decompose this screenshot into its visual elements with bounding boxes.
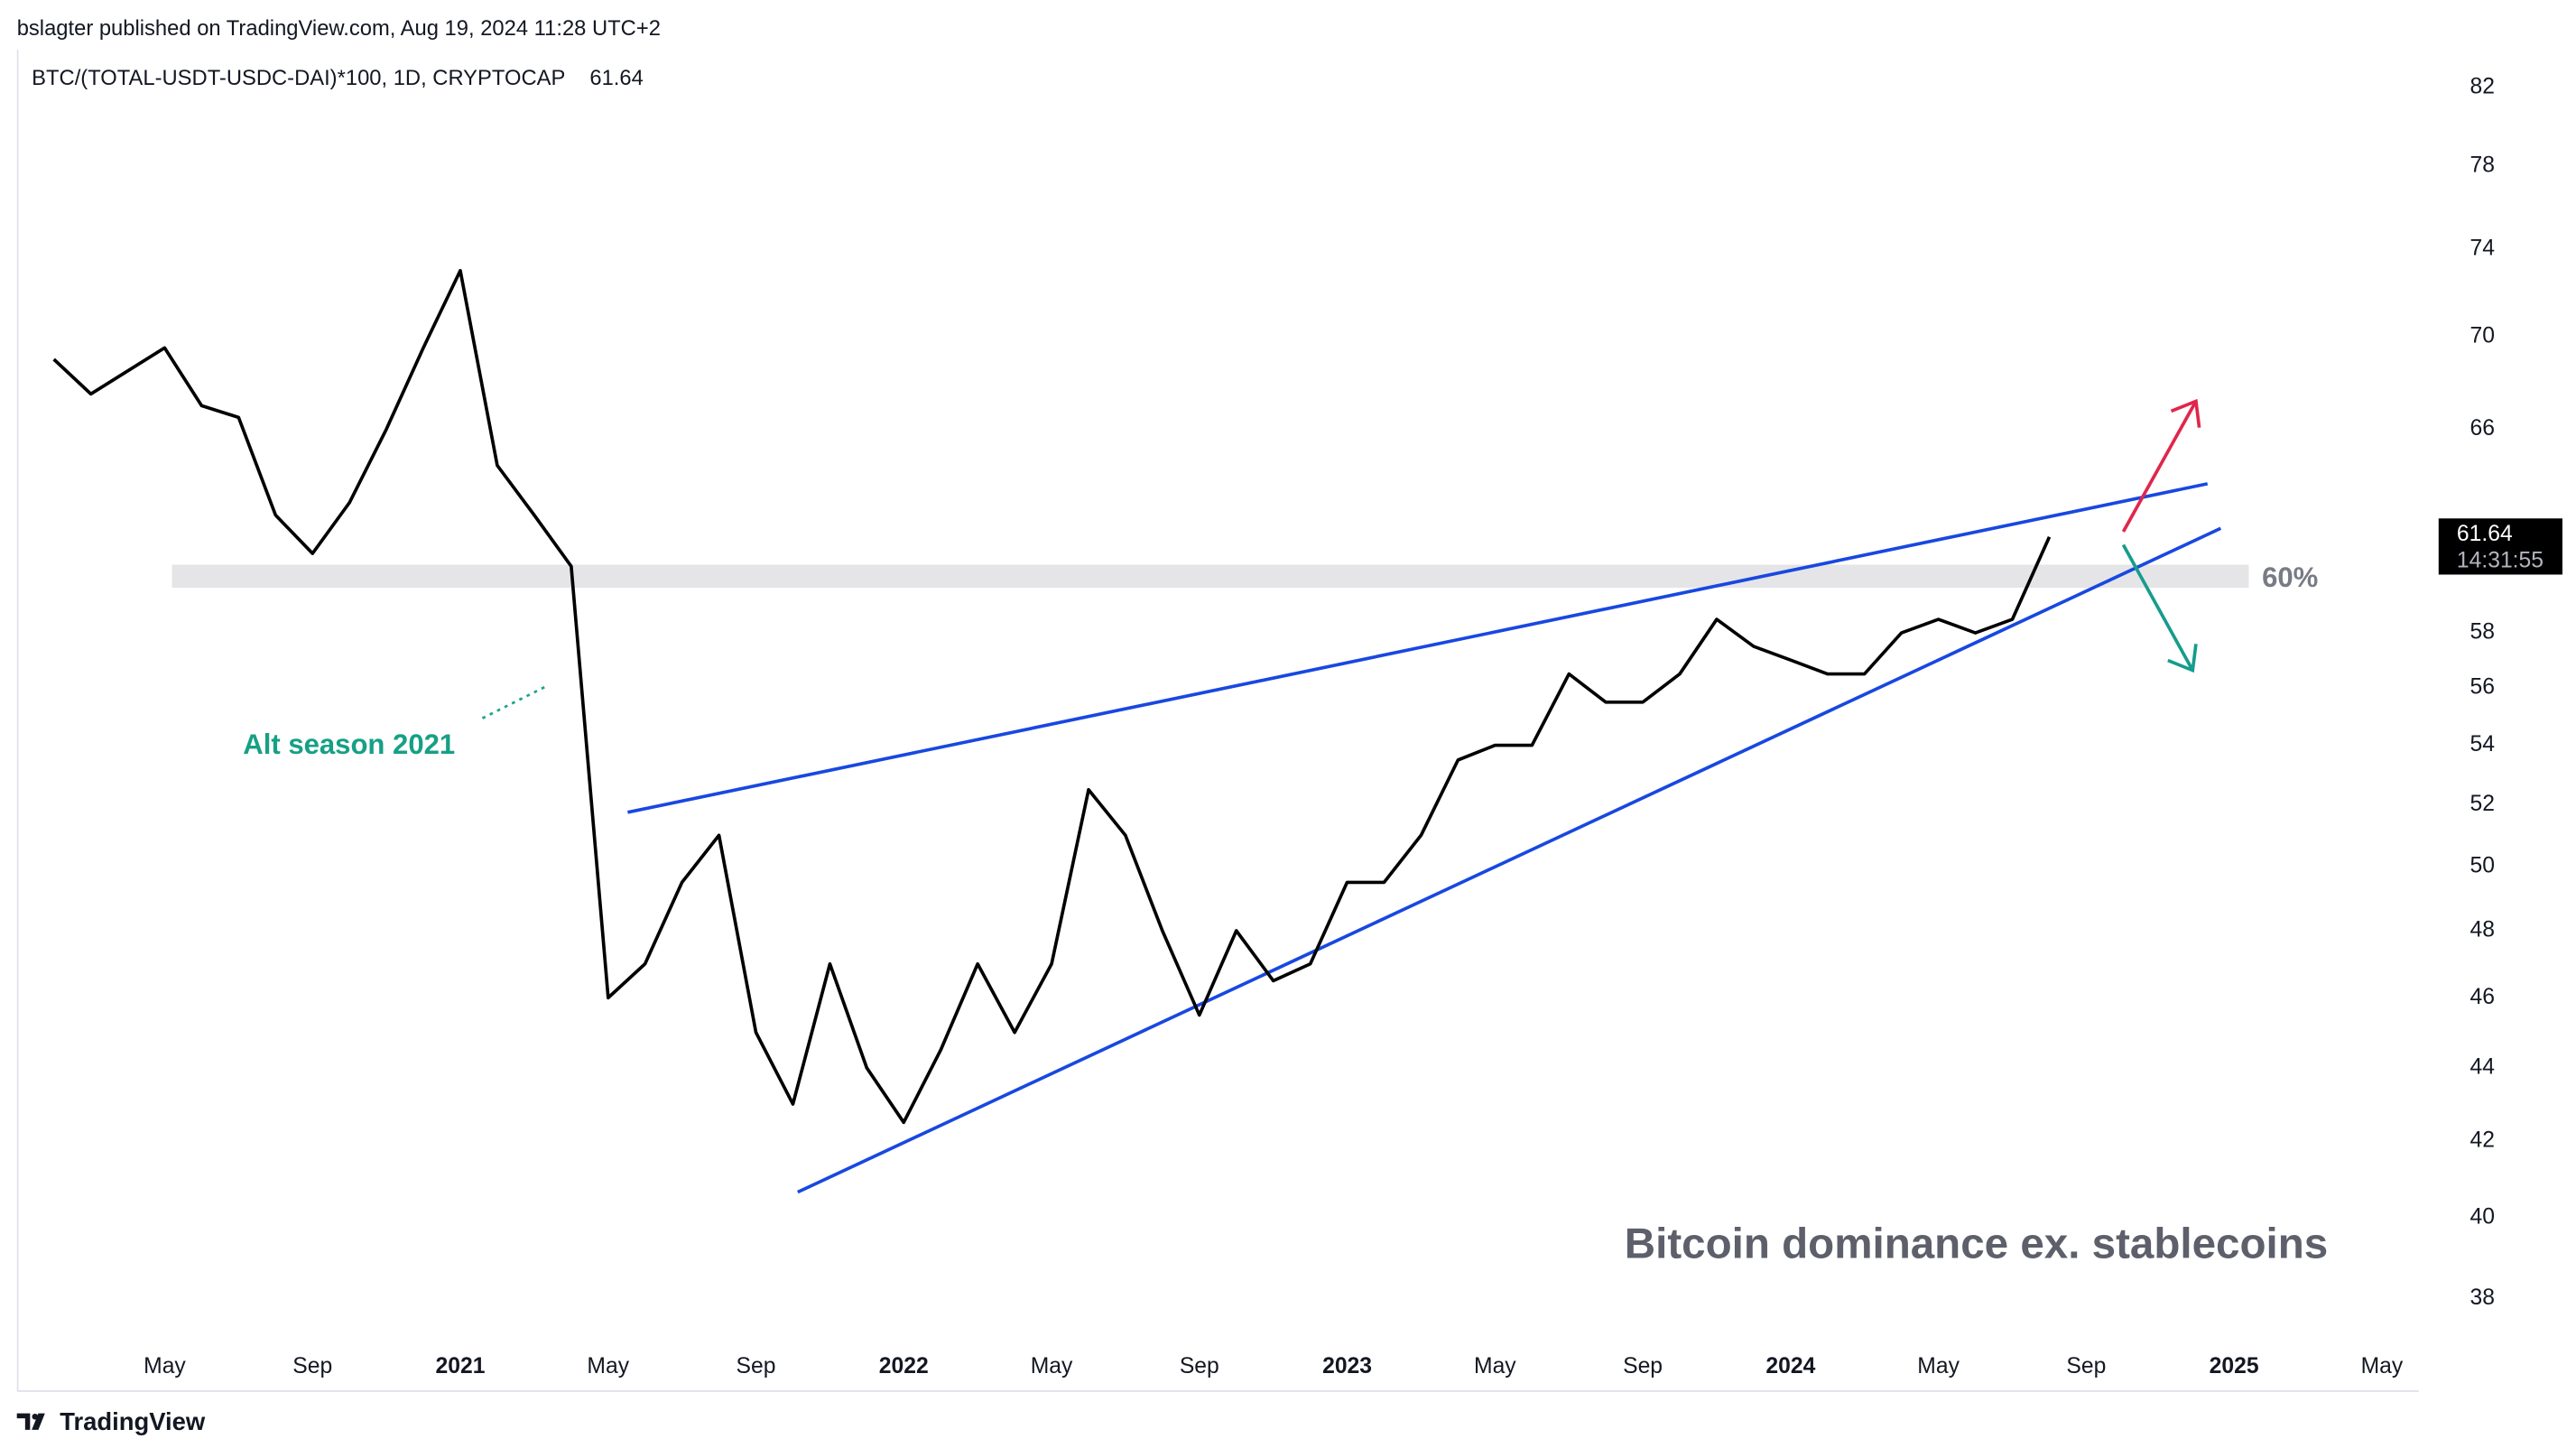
y-tick-label: 42: [2470, 1128, 2495, 1153]
x-tick-label: May: [2361, 1354, 2404, 1378]
y-tick-label: 40: [2470, 1205, 2495, 1230]
x-tick-label: Sep: [737, 1354, 776, 1378]
x-tick-label: 2023: [1322, 1354, 1372, 1378]
lower-trendline: [797, 526, 2222, 1194]
price-badge-value: 61.64: [2457, 522, 2513, 546]
x-tick-label: May: [1474, 1354, 1516, 1378]
x-tick-label: Sep: [292, 1354, 332, 1378]
y-tick-label: 66: [2470, 416, 2495, 441]
title-price: 61.64: [589, 66, 643, 90]
x-tick-label: 2025: [2210, 1354, 2259, 1378]
x-tick-label: May: [1917, 1354, 1960, 1378]
footer-logo: [16, 1413, 45, 1430]
chart-title: BTC/(TOTAL-USDT-USDC-DAI)*100, 1D, CRYPT…: [32, 66, 565, 90]
x-tick-label: 2021: [436, 1354, 486, 1378]
footer-brand: TradingView: [60, 1407, 206, 1435]
x-tick-label: Sep: [2066, 1354, 2106, 1378]
published-line: bslagter published on TradingView.com, A…: [17, 16, 661, 41]
x-tick-label: 2024: [1765, 1354, 1815, 1378]
y-tick-label: 44: [2470, 1054, 2495, 1079]
down-arrow: [2121, 543, 2198, 673]
y-tick-label: 58: [2470, 619, 2495, 644]
level-label: 60%: [2262, 562, 2318, 593]
watermark: Bitcoin dominance ex. stablecoins: [1625, 1220, 2328, 1267]
x-tick-label: May: [1031, 1354, 1073, 1378]
y-tick-label: 70: [2470, 323, 2495, 348]
y-tick-label: 56: [2470, 675, 2495, 700]
x-tick-label: May: [587, 1354, 629, 1378]
y-tick-label: 50: [2470, 853, 2495, 877]
y-tick-label: 52: [2470, 792, 2495, 816]
y-tick-label: 54: [2470, 732, 2495, 756]
upper-trendline: [627, 482, 2209, 814]
annotation-label: Alt season 2021: [243, 729, 455, 760]
x-tick-label: Sep: [1623, 1354, 1663, 1378]
y-tick-label: 82: [2470, 74, 2495, 98]
x-tick-label: May: [144, 1354, 186, 1378]
y-tick-label: 48: [2470, 918, 2495, 942]
price-badge-countdown: 14:31:55: [2457, 548, 2544, 572]
y-tick-label: 78: [2470, 153, 2495, 178]
up-arrow: [2121, 398, 2201, 533]
level-band: [171, 564, 2249, 589]
price-badge: [2438, 518, 2562, 575]
price-line: [52, 268, 2052, 1125]
x-tick-label: 2022: [879, 1354, 929, 1378]
y-tick-label: 74: [2470, 236, 2495, 260]
y-tick-label: 46: [2470, 985, 2495, 1009]
annotation-pointer: [481, 685, 546, 719]
x-tick-label: Sep: [1180, 1354, 1219, 1378]
y-tick-label: 38: [2470, 1286, 2495, 1310]
